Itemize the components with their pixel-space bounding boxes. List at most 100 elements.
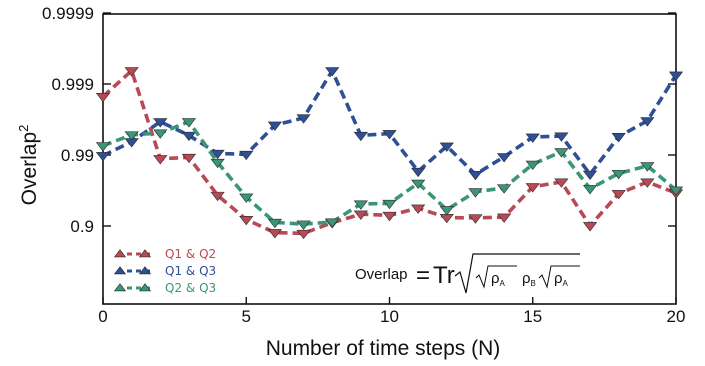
data-point-marker [382,130,397,140]
data-point-marker [411,179,426,190]
data-point-marker [582,222,598,232]
x-tick-label: 20 [667,307,686,326]
data-point-marker [382,211,397,222]
data-point-marker [582,185,598,195]
formula-trace-operator: Tr [433,262,455,289]
data-point-marker [468,214,483,224]
data-point-marker [439,142,454,152]
data-point-marker [124,131,139,141]
data-point-marker [496,153,512,163]
data-point-marker [353,210,368,220]
y-tick-label: 0.9999 [42,4,94,23]
legend-marker [138,249,152,258]
data-point-marker [210,149,225,160]
x-tick-label: 10 [380,307,399,326]
formula-rho-a-1: ρA [491,270,506,288]
data-point-marker [95,142,111,152]
data-point-marker [296,114,311,124]
overlap-formula-annotation: Overlap = Tr ρA ρB ρA [355,253,580,294]
data-point-marker [296,229,311,240]
data-point-marker [325,67,340,77]
legend-marker [138,266,152,275]
data-point-marker [181,131,197,142]
data-point-marker [611,133,626,143]
legend-label: Q1 & Q2 [165,247,216,261]
data-point-marker [267,121,283,131]
data-point-marker [153,155,168,165]
rho-symbol-2: ρ [522,270,531,287]
y-axis-label: Overlap2 [16,125,41,206]
legend-marker [113,283,127,292]
data-point-marker [296,220,311,230]
y-axis-label-main: Overlap [18,132,41,206]
formula-rho-a-2: ρA [554,270,569,288]
data-point-marker [611,190,626,200]
data-point-marker [439,206,454,216]
series-layer [95,67,684,240]
data-point-marker [239,193,254,203]
data-point-marker [95,92,111,103]
y-tick-label: 0.999 [51,75,94,94]
legend-marker [138,283,152,292]
data-point-marker [554,132,569,142]
data-point-marker [668,71,684,81]
data-point-marker [611,169,626,180]
rho-subscript-a-2: A [563,279,569,288]
formula-rho-b: ρB [522,270,536,288]
x-axis-label: Number of time steps (N) [266,337,501,360]
formula-outer-radical [454,253,580,294]
data-point-marker [325,218,340,228]
data-point-marker [525,160,540,171]
legend-marker [113,266,127,275]
data-point-marker [181,118,197,128]
legend-entry: Q2 & Q3 [113,281,216,295]
data-point-marker [210,191,225,202]
legend-label: Q1 & Q3 [165,264,216,278]
series-2 [95,67,684,181]
data-point-marker [640,162,655,172]
data-point-marker [554,178,569,188]
data-point-marker [582,170,598,181]
data-point-marker [210,158,225,169]
formula-equals: = [416,262,430,289]
axis-ticks: 0 5 10 15 20 0.9 0.99 0.999 0.9999 [42,4,685,326]
legend-entry: Q1 & Q2 [113,247,216,261]
legend-entry: Q1 & Q3 [113,264,216,278]
formula-prefix: Overlap [355,266,408,283]
data-point-marker [525,183,540,193]
x-tick-label: 15 [523,307,542,326]
data-point-marker [181,153,197,164]
data-point-marker [353,131,368,142]
formula-inner-radical-left [475,265,517,289]
data-point-marker [411,204,426,214]
y-tick-label: 0.9 [70,217,94,236]
formula-inner-radical-right [538,265,580,289]
data-point-marker [468,170,483,181]
data-point-marker [468,188,483,198]
data-point-marker [640,178,655,188]
data-point-marker [554,148,569,158]
data-point-marker [411,167,426,178]
data-point-marker [496,184,512,194]
data-point-marker [496,213,512,223]
legend-label: Q2 & Q3 [165,281,216,295]
rho-subscript-a-1: A [500,279,506,288]
rho-subscript-b: B [531,279,536,288]
data-point-marker [640,117,655,127]
data-point-marker [382,199,397,210]
data-point-marker [124,67,139,77]
x-tick-label: 5 [242,307,251,326]
data-point-marker [239,150,254,161]
legend: Q1 & Q2 Q1 & Q3 Q2 & Q3 [113,247,216,295]
data-point-marker [267,218,283,229]
y-axis-label-text: Overlap2 [16,125,41,206]
legend-marker [113,249,127,258]
y-tick-label: 0.99 [61,146,94,165]
data-point-marker [439,214,454,224]
data-point-marker [525,133,540,143]
data-point-marker [267,229,283,239]
rho-symbol-3: ρ [554,270,563,287]
data-point-marker [239,215,254,226]
data-point-marker [353,200,368,210]
